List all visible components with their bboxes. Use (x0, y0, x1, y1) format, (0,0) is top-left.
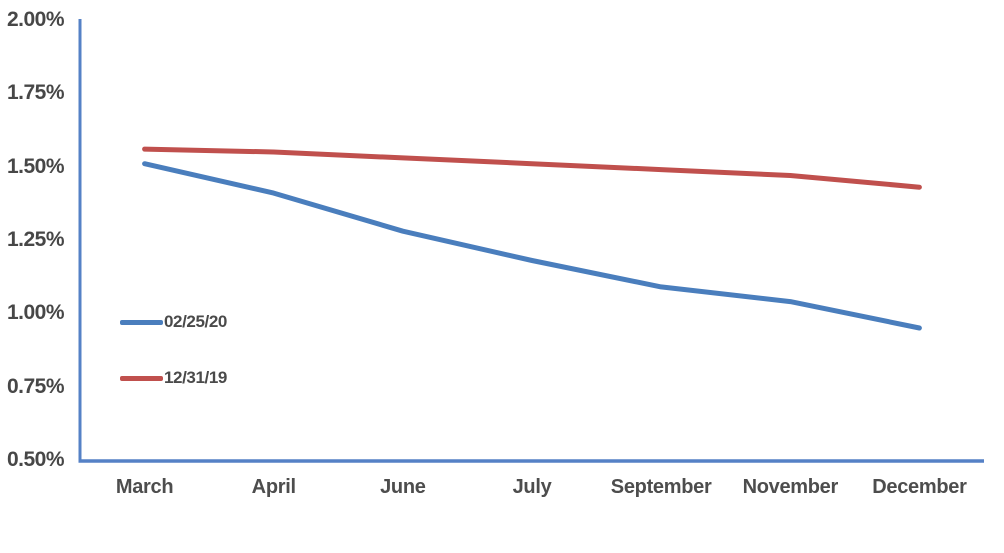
x-tick-label: December (872, 476, 967, 498)
series-line-02-25-20 (142, 161, 922, 331)
axes (78, 19, 984, 463)
y-tick-label: 2.00% (6, 8, 65, 31)
y-tick-label: 0.50% (6, 448, 65, 471)
y-tick-label: 1.00% (6, 301, 65, 325)
legend-swatch-red-line (120, 375, 163, 381)
legend-label: 02/25/20 (164, 312, 227, 331)
y-tick-label: 1.75% (6, 81, 65, 105)
x-tick-label: June (380, 476, 426, 498)
x-tick-label: September (610, 476, 712, 498)
y-tick-label: 0.75% (6, 374, 65, 398)
series-lines (142, 146, 922, 331)
series-line-12-31-19 (142, 146, 922, 190)
y-tick-label: 1.25% (6, 228, 65, 251)
legend-swatch-blue-line (120, 319, 163, 325)
legend-label: 12/31/19 (164, 368, 227, 387)
legend-item-02-25-20: 02/25/20 (120, 312, 227, 332)
x-tick-label: July (512, 476, 552, 498)
legend-item-12-31-19: 12/31/19 (120, 368, 227, 388)
x-tick-label: April (251, 476, 296, 498)
x-tick-label: March (115, 476, 174, 498)
x-tick-label: November (742, 476, 839, 498)
y-tick-label: 1.50% (6, 154, 65, 178)
